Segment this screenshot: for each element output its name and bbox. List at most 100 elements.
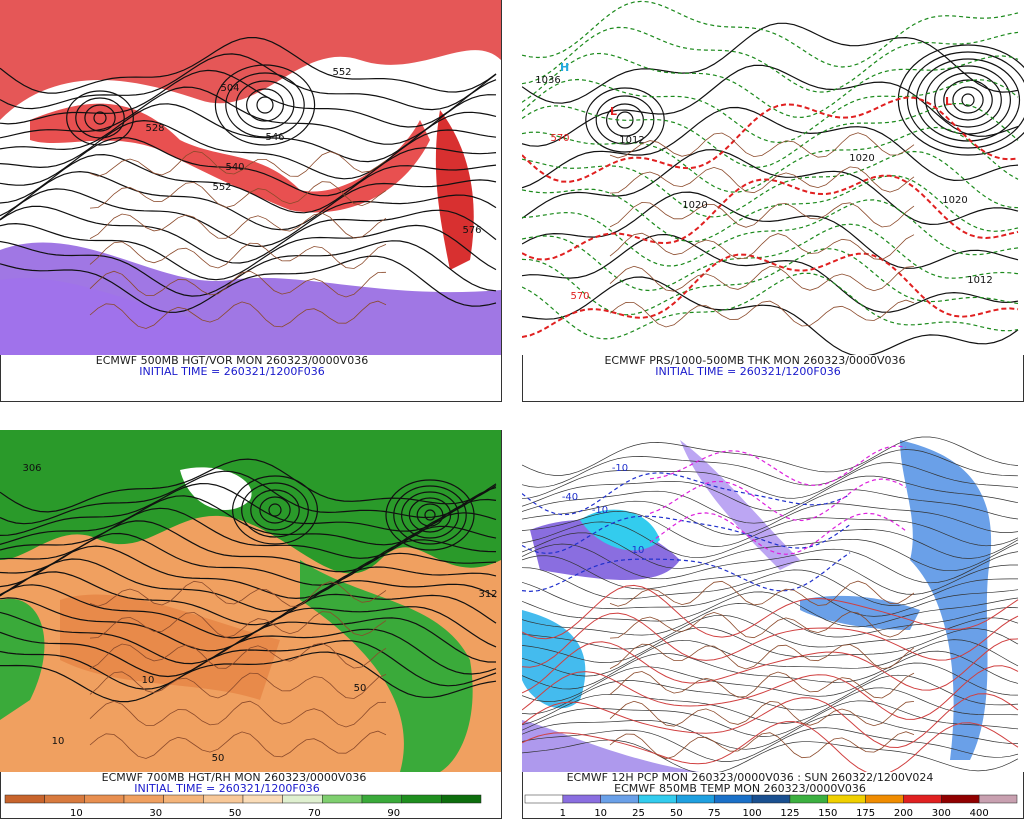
colorbar-swatch <box>562 794 601 804</box>
coastline <box>89 270 387 298</box>
temperature-contour <box>522 721 1019 772</box>
height-contour <box>0 240 497 297</box>
colorbar-swatch <box>4 794 45 804</box>
temperature-contour <box>522 436 1019 476</box>
height-contour <box>408 497 452 533</box>
contour-label: 306 <box>22 463 41 474</box>
temperature-contour <box>522 580 1019 617</box>
colorbar-swatch <box>978 794 1018 804</box>
contour-label: -40 <box>562 492 578 503</box>
temperature-contour <box>522 591 1019 628</box>
height-contour <box>66 90 134 146</box>
height-contour <box>385 479 475 551</box>
height-contour <box>259 496 291 524</box>
colorbar-swatch <box>676 794 715 804</box>
precipitation-map <box>522 430 1024 772</box>
colorbar-label: 1 <box>560 808 566 819</box>
contour-label: -10 <box>612 463 628 474</box>
thickness-contour <box>522 126 1019 193</box>
coastline <box>609 611 915 639</box>
temperature-contour <box>522 567 1018 606</box>
coastline <box>609 700 915 727</box>
colorbar-label: 300 <box>932 808 951 819</box>
colorbar-swatch <box>123 794 164 804</box>
thickness-contour <box>522 150 1019 218</box>
thickness-contour <box>522 52 1019 119</box>
caption: ECMWF 850MB TEMP MON 260323/0000V036 <box>614 782 866 795</box>
colorbar-swatch <box>401 794 442 804</box>
isobar <box>952 86 984 114</box>
coastline <box>609 643 915 670</box>
temperature-contour <box>522 638 1019 694</box>
height-contour <box>0 153 497 214</box>
caption: ECMWF PRS/1000-500MB THK MON 260323/0000… <box>604 354 905 367</box>
coastline <box>89 150 387 177</box>
temperature-contour <box>522 532 1019 572</box>
initial-time: INITIAL TIME = 260321/1200F036 <box>139 365 324 378</box>
height-contour <box>0 651 497 703</box>
coastline <box>89 671 387 699</box>
temperature-contour <box>522 700 1019 737</box>
height-contour <box>0 222 497 281</box>
temperature-contour <box>522 584 1019 640</box>
contour-label: 50 <box>354 683 367 694</box>
contour-label: -10 <box>592 505 608 516</box>
contour-label: 10 <box>52 736 65 747</box>
coastline <box>89 642 387 669</box>
temperature-contour <box>522 639 1019 677</box>
isobar <box>906 51 1024 149</box>
temperature-contour <box>522 475 1019 512</box>
height-contour <box>0 205 497 264</box>
colorbar-swatch <box>44 794 85 804</box>
temperature-contour <box>649 512 907 555</box>
height-contour <box>393 485 467 545</box>
coastline <box>609 731 915 760</box>
isobar <box>934 72 1002 128</box>
isobar <box>915 58 1021 142</box>
height-contour <box>0 119 497 180</box>
caption: ECMWF 12H PCP MON 260323/0000V036 : SUN … <box>567 771 934 784</box>
high-marker: H <box>560 61 569 74</box>
colorbar-label: 400 <box>970 808 989 819</box>
temperature-contour <box>522 693 1019 749</box>
colorbar-label: 125 <box>780 808 799 819</box>
colorbar-swatch <box>203 794 244 804</box>
colorbar-swatch <box>242 794 283 804</box>
height-contour <box>246 88 285 122</box>
height-contour <box>0 558 497 613</box>
colorbar-swatch <box>903 794 942 804</box>
contour-label: 576 <box>462 225 481 236</box>
height-contour <box>93 111 107 125</box>
thickness-contour <box>522 272 1019 340</box>
caption: ECMWF 700MB HGT/RH MON 260323/0000V036 <box>102 771 367 784</box>
temperature-contour <box>522 462 1019 500</box>
contour-label: 552 <box>332 67 351 78</box>
height-contour <box>0 53 497 111</box>
height-contour <box>0 103 497 163</box>
thickness-contour <box>522 26 1019 93</box>
colorbar-swatch <box>751 794 791 804</box>
coastline <box>89 730 387 759</box>
temperature-contour <box>522 687 1019 726</box>
coastline <box>89 241 387 269</box>
thickness-contour <box>522 199 1019 267</box>
isobar <box>522 276 1019 355</box>
contour-label: 540 <box>225 162 244 173</box>
height-contour <box>0 37 497 94</box>
initial-time: INITIAL TIME = 260321/1200F036 <box>655 365 840 378</box>
temperature-contour <box>522 603 1019 638</box>
coastline <box>89 580 387 607</box>
humidity-map <box>0 430 501 772</box>
colorbar-label: 100 <box>743 808 762 819</box>
thickness-contour <box>522 223 1019 292</box>
colorbar-label: 175 <box>856 808 875 819</box>
colorbar: 1 10 25 50 75 100 125 150 175 200 300 400 <box>524 794 1018 819</box>
colorbar-swatch <box>441 794 482 804</box>
colorbar-swatch <box>600 794 639 804</box>
height-contour <box>0 470 497 525</box>
contour-label: 50 <box>212 753 225 764</box>
temperature-contour <box>522 515 851 555</box>
pressure-map: H L L <box>522 0 1024 355</box>
colorbar-swatch <box>789 794 829 804</box>
